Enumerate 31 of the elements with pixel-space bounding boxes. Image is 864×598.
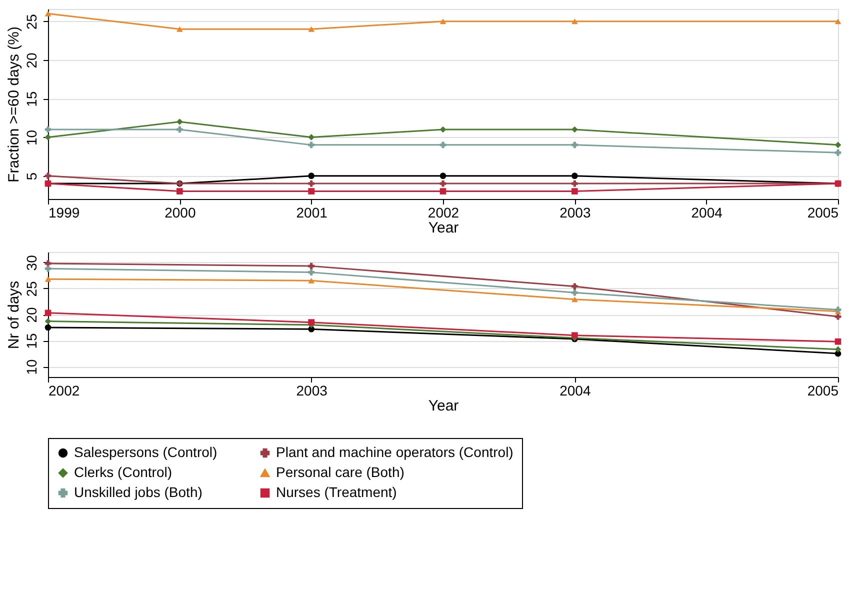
y-tick-label: 20 (24, 307, 40, 323)
legend-label: Salespersons (Control) (74, 444, 218, 460)
y-tick-label: 15 (24, 91, 40, 107)
x-axis-title: Year (428, 220, 459, 236)
x-tick-label: 2004 (691, 204, 723, 220)
x-tick-label: 2003 (296, 382, 328, 398)
legend-label: Plant and machine operators (Control) (276, 444, 514, 460)
y-tick-label: 25 (24, 14, 40, 30)
y-tick-label: 5 (24, 172, 40, 180)
y-tick-label: 25 (24, 280, 40, 297)
legend-label: Unskilled jobs (Both) (74, 484, 202, 500)
y-tick-label: 15 (24, 333, 40, 349)
y-tick-label: 20 (24, 52, 40, 68)
legend-label: Personal care (Both) (276, 464, 404, 480)
y-tick-label: 30 (24, 254, 40, 271)
legend-label: Nurses (Treatment) (276, 484, 397, 500)
y-axis-title: Nr of days (6, 280, 22, 350)
x-tick-label: 1999 (48, 204, 80, 220)
y-tick-label: 10 (24, 130, 40, 146)
x-tick-label: 2001 (296, 204, 328, 220)
x-tick-label: 2002 (48, 382, 80, 398)
y-tick-label: 10 (24, 359, 40, 375)
x-axis-title: Year (428, 398, 459, 414)
x-tick-label: 2003 (560, 204, 591, 220)
legend-label: Clerks (Control) (74, 464, 172, 480)
x-tick-label: 2000 (164, 204, 196, 220)
x-tick-label: 2002 (428, 204, 460, 220)
x-tick-label: 2004 (560, 382, 591, 398)
y-axis-title: Fraction >=60 days (%) (6, 26, 22, 182)
x-tick-label: 2005 (807, 204, 839, 220)
x-tick-label: 2005 (807, 382, 839, 398)
